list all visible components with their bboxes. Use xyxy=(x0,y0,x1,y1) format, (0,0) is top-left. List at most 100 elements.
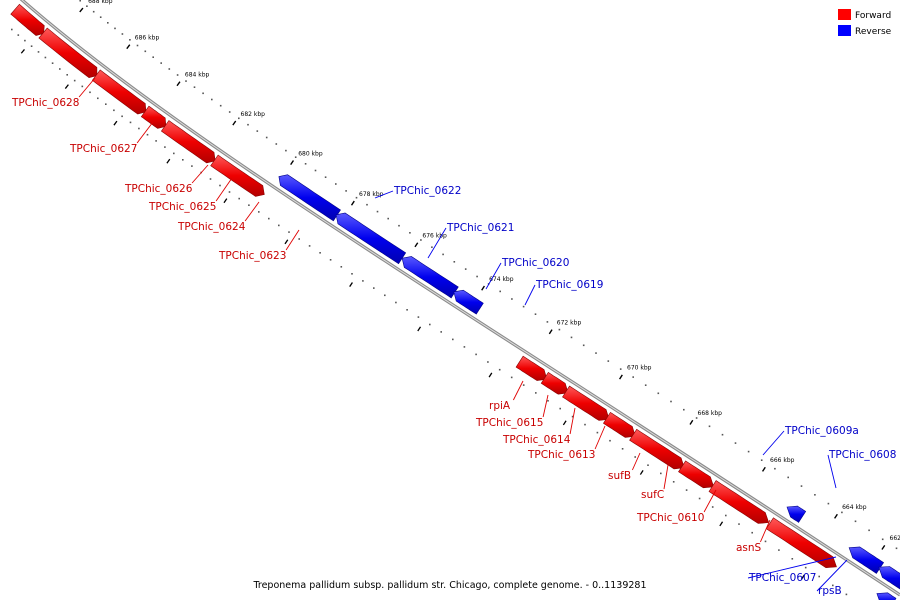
gene-label-TPChic_0620: TPChic_0620 xyxy=(485,257,569,290)
scale-tick xyxy=(350,200,355,206)
gene-labels: TPChic_0628 TPChic_0627 TPChic_0626 TPChic_… xyxy=(11,77,896,597)
label-leader-line xyxy=(816,559,848,592)
gene-label-text: sufB xyxy=(608,470,631,482)
label-leader-line xyxy=(78,77,96,98)
gene-label-TPChic_0628: TPChic_0628 xyxy=(11,77,96,109)
gene-feature-TPChic_0626 xyxy=(91,69,147,115)
gene-feature-asnS xyxy=(765,517,837,569)
gene-label-text: TPChic_0627 xyxy=(69,143,137,155)
scale-tick xyxy=(79,7,84,13)
gene-label-TPChic_0613: TPChic_0613 xyxy=(527,425,606,461)
gene-feature-TPChic_0623 xyxy=(210,154,265,197)
scale-tick-label: 672 kbp xyxy=(557,319,582,326)
scale-tick-label: 666 kbp xyxy=(770,457,795,464)
gene-label-TPChic_0619: TPChic_0619 xyxy=(524,279,603,306)
label-leader-line xyxy=(524,284,536,306)
scale-tick-label: 678 kbp xyxy=(359,191,384,198)
gene-label-text: rpsB xyxy=(818,585,842,597)
scale-tick xyxy=(481,285,486,291)
scale-tick-label: 668 kbp xyxy=(698,410,723,417)
gene-label-text: rpiA xyxy=(489,400,511,412)
legend-forward-label: Forward xyxy=(855,11,891,21)
label-leader-line xyxy=(631,452,641,471)
gene-label-TPChic_0610: TPChic_0610 xyxy=(636,489,717,524)
gene-label-text: TPChic_0607 xyxy=(748,572,816,584)
inner-scale-tick xyxy=(349,282,353,287)
label-leader-line xyxy=(663,464,669,490)
gene-label-text: TPChic_0620 xyxy=(501,257,569,269)
scale-tick xyxy=(619,374,623,380)
scale-ticks: 688 kbp 686 kbp 684 kbp 682 kbp 680 kbp 678 k… xyxy=(20,0,900,580)
label-leader-line xyxy=(427,227,447,259)
gene-label-text: TPChic_0622 xyxy=(393,185,461,197)
scale-tick-label: 686 kbp xyxy=(135,35,160,42)
label-leader-line xyxy=(747,556,837,579)
gene-label-text: TPChic_0614 xyxy=(502,434,571,446)
label-leader-line xyxy=(703,489,717,513)
scale-tick-label: 682 kbp xyxy=(241,111,266,118)
inner-scale-tick xyxy=(113,120,118,126)
label-leader-line xyxy=(512,380,524,401)
gene-label-rpsB: rpsB xyxy=(816,559,848,597)
inner-scale-tick xyxy=(284,239,289,245)
inner-scale-tick xyxy=(64,84,69,89)
gene-label-text: TPChic_0619 xyxy=(535,279,603,291)
gene-label-asnS: asnS xyxy=(736,519,771,554)
inner-scale-tick xyxy=(20,48,25,54)
legend-reverse: Reverse xyxy=(838,25,892,37)
inner-scale-tick xyxy=(223,198,228,204)
map-caption: Treponema pallidum subsp. pallidum str. … xyxy=(252,580,646,591)
label-leader-line xyxy=(374,190,394,199)
gene-feature-TPChic_0621 xyxy=(335,212,407,265)
gene-label-text: TPChic_0626 xyxy=(124,183,193,195)
label-leader-line xyxy=(569,407,576,435)
gene-label-sufC: sufC xyxy=(641,464,669,501)
gene-feature-TPChic_0610 xyxy=(708,480,770,524)
label-leader-line xyxy=(191,164,209,184)
gene-label-TPChic_0627: TPChic_0627 xyxy=(69,121,154,155)
gene-label-sufB: sufB xyxy=(608,452,641,482)
gene-feature-TPChic_0614 xyxy=(562,385,610,421)
scale-tick-label: 662 kbp xyxy=(890,535,900,542)
gene-feature-TPChic_0607 xyxy=(878,566,900,590)
legend-forward: Forward xyxy=(838,9,891,21)
gene-label-text: TPChic_0625 xyxy=(148,201,216,213)
scale-tick-label: 674 kbp xyxy=(489,276,514,283)
gene-label-text: TPChic_0615 xyxy=(475,417,543,429)
inner-scale-tick xyxy=(417,326,422,332)
scale-tick-label: 688 kbp xyxy=(88,0,113,5)
gene-label-TPChic_0609a: TPChic_0609a xyxy=(762,425,859,456)
gene-feature-rpiA xyxy=(515,355,548,381)
dot-track-inner xyxy=(11,28,848,596)
inner-scale-tick xyxy=(562,420,567,426)
inner-scale-tick xyxy=(719,521,724,527)
scale-tick xyxy=(834,513,838,519)
gene-feature-TPChic_0608 xyxy=(848,546,885,574)
gene-feature-TPChic_0615 xyxy=(540,371,569,395)
gene-label-rpiA: rpiA xyxy=(489,380,524,412)
label-leader-line xyxy=(485,262,502,290)
gene-feature-TPChic_0624 xyxy=(160,120,216,164)
gene-label-TPChic_0622: TPChic_0622 xyxy=(374,185,461,199)
gene-feature-TPChic_0609a xyxy=(786,505,807,523)
gene-label-text: TPChic_0608 xyxy=(828,449,896,461)
gene-label-text: TPChic_0623 xyxy=(218,250,286,262)
legend-reverse-swatch xyxy=(838,25,851,36)
gene-label-text: TPChic_0624 xyxy=(177,221,246,233)
gene-label-TPChic_0623: TPChic_0623 xyxy=(218,229,300,262)
gene-label-TPChic_0625: TPChic_0625 xyxy=(148,177,233,213)
gene-label-text: sufC xyxy=(641,489,664,501)
gene-feature-TPChic_0619 xyxy=(453,289,484,315)
gene-label-text: TPChic_0621 xyxy=(446,222,514,234)
label-leader-line xyxy=(136,121,154,144)
gene-label-text: TPChic_0610 xyxy=(636,512,704,524)
scale-tick xyxy=(414,242,419,248)
label-leader-line xyxy=(542,394,549,418)
gene-features xyxy=(10,3,900,600)
gene-feature-TPChic_0613 xyxy=(602,411,636,438)
scale-tick-label: 664 kbp xyxy=(842,504,867,511)
label-leader-line xyxy=(215,177,233,202)
gene-feature-sufB xyxy=(629,428,685,470)
